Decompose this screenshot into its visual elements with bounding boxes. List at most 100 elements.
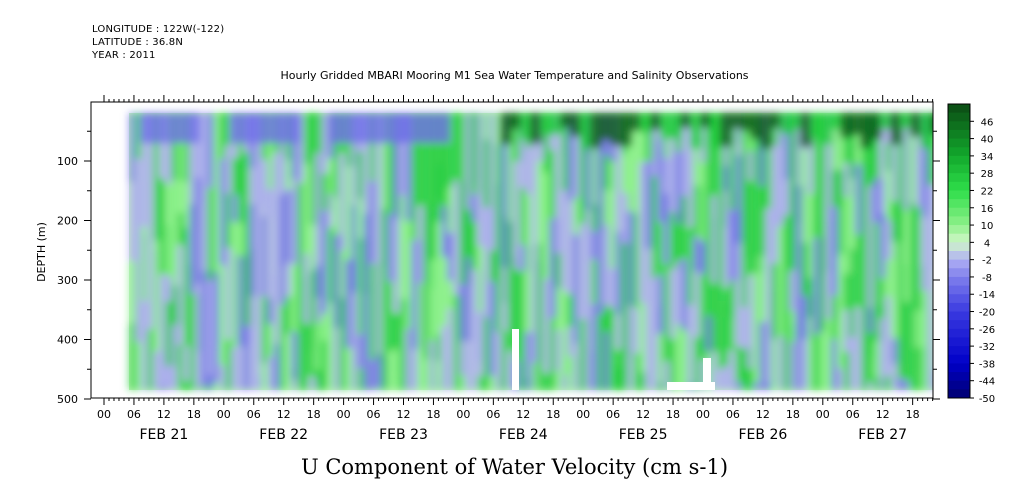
field-cell — [585, 352, 595, 390]
field-cell — [555, 180, 563, 254]
field-cell — [909, 373, 919, 390]
field-cell — [285, 263, 292, 297]
field-cell — [711, 283, 720, 353]
colorbar-swatch — [948, 216, 970, 226]
field-cell — [339, 250, 351, 298]
field-cell — [770, 113, 782, 128]
field-cell — [555, 154, 562, 181]
field-cell — [711, 195, 721, 284]
field-cell — [147, 249, 158, 330]
field-cell — [645, 248, 654, 306]
x-axis-title: U Component of Water Velocity (cm s-1) — [300, 455, 729, 479]
field-cell — [339, 297, 347, 390]
field-cell — [525, 194, 532, 247]
colorbar-swatch — [948, 294, 970, 304]
field-cell — [500, 113, 512, 145]
field-cell — [159, 224, 171, 275]
field-cell — [231, 194, 239, 223]
field-cell — [129, 113, 136, 183]
field-cell — [850, 113, 862, 135]
field-cell — [333, 113, 340, 198]
field-cell — [375, 388, 382, 390]
field-cell — [519, 113, 528, 188]
colorbar-tick-label: 16 — [981, 204, 994, 215]
field-cell — [459, 198, 471, 285]
colorbar-tick-label: -26 — [979, 325, 995, 336]
field-cell — [720, 113, 732, 147]
field-cell — [705, 315, 715, 352]
field-cell — [633, 353, 642, 390]
longitude-label: LONGITUDE : 122W(-122) — [92, 24, 225, 35]
field-cell — [297, 182, 305, 278]
field-cell — [207, 375, 214, 390]
field-cell — [873, 377, 885, 390]
field-cell — [897, 113, 908, 214]
field-cell — [315, 264, 323, 298]
field-cell — [915, 347, 927, 390]
field-cell — [783, 179, 795, 216]
colorbar-swatch — [948, 372, 970, 382]
field-cell — [840, 113, 852, 138]
field-cell — [663, 361, 672, 390]
field-cell — [189, 383, 199, 390]
field-cell — [435, 221, 442, 335]
field-cell — [429, 164, 441, 199]
field-cell — [681, 195, 689, 259]
field-cell — [591, 304, 601, 390]
field-cell — [801, 242, 812, 297]
field-cell — [597, 205, 607, 314]
field-cell — [267, 189, 274, 274]
field-cell — [771, 146, 781, 174]
field-cell — [321, 113, 328, 174]
field-cell — [489, 281, 497, 377]
field-cell — [525, 246, 536, 333]
field-cell — [669, 211, 681, 270]
field-cell — [477, 375, 486, 390]
field-cell — [501, 219, 513, 268]
field-cell — [435, 113, 446, 222]
field-cell — [435, 334, 442, 361]
field-cell — [261, 159, 272, 217]
field-cell — [231, 278, 241, 348]
x-tick-label: 12 — [157, 408, 171, 421]
field-cell — [615, 349, 627, 382]
field-cell — [633, 113, 641, 214]
y-axis-label: DEPTH (m) — [35, 222, 48, 282]
field-cell — [687, 305, 694, 385]
field-cell — [675, 223, 682, 262]
field-cell — [693, 271, 700, 338]
field-cell — [903, 380, 910, 390]
field-cell — [153, 113, 160, 179]
field-cell — [303, 163, 310, 254]
field-cell — [867, 186, 878, 217]
field-cell — [531, 147, 538, 261]
field-cell — [849, 113, 857, 179]
field-cell — [429, 340, 438, 382]
field-cell — [423, 359, 435, 390]
field-cell — [750, 113, 762, 140]
field-cell — [621, 193, 633, 244]
field-cell — [471, 113, 481, 195]
field-cell — [831, 170, 842, 207]
field-cell — [339, 153, 348, 251]
field-cell — [825, 113, 837, 184]
field-cell — [609, 307, 617, 368]
colorbar-swatch — [948, 104, 970, 114]
x-tick-label: 06 — [247, 408, 261, 421]
field-cell — [855, 234, 865, 308]
field-cell — [165, 275, 175, 302]
field-cell — [471, 361, 478, 390]
field-cell — [495, 144, 504, 216]
field-cell — [231, 158, 243, 195]
field-cell — [621, 154, 629, 194]
x-tick-label: 18 — [666, 408, 680, 421]
field-cell — [771, 113, 783, 147]
field-cell — [219, 365, 229, 390]
missing-data-gap — [512, 329, 519, 390]
colorbar-tick-label: 4 — [984, 238, 990, 249]
field-cell — [777, 113, 784, 177]
field-cell — [753, 382, 760, 390]
field-cell — [609, 268, 618, 308]
field-cell — [279, 305, 286, 390]
field-cell — [879, 163, 886, 214]
